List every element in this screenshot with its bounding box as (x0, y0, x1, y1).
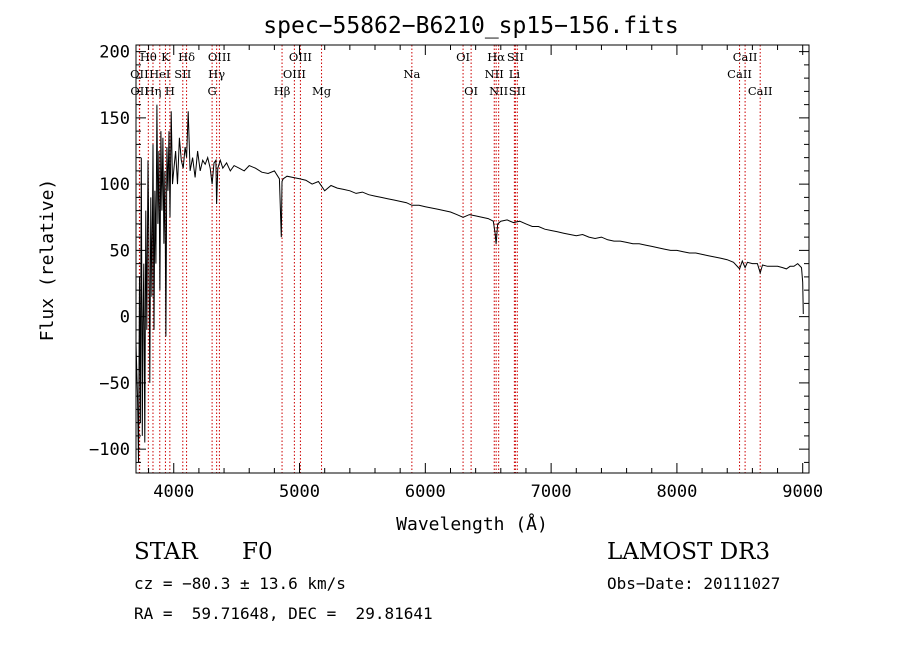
x-axis-label: Wavelength (Å) (396, 513, 548, 535)
spectral-line-label: Na (403, 67, 420, 81)
spectral-line-label: Hα (487, 50, 505, 64)
obs-date: Obs−Date: 20111027 (607, 574, 781, 593)
object-subclass: F0 (242, 539, 273, 565)
spectral-line-label: OIII (283, 67, 306, 81)
spectrum-series-flux (135, 104, 804, 463)
x-tick-label: 5000 (279, 482, 320, 502)
spectral-line-label: H (165, 84, 175, 98)
y-axis-label: Flux (relative) (37, 179, 58, 342)
redshift-cz: cz = −80.3 ± 13.6 km/s (134, 574, 346, 593)
spectral-line-label: OIII (208, 50, 231, 64)
spectral-line-label: Hθ (140, 50, 157, 64)
spectral-line-label: CaII (727, 67, 752, 81)
spectral-line-label: OII (130, 67, 149, 81)
spectral-line-label: HeI (149, 67, 170, 81)
spectral-line-label: Hβ (274, 84, 291, 98)
spectral-line-label: NII (485, 67, 504, 81)
spectral-line-markers (138, 45, 761, 473)
plot-frame (135, 44, 810, 474)
x-tick-label: 4000 (153, 482, 194, 502)
y-tick-label: 0 (120, 308, 130, 328)
ra-dec: RA = 59.71648, DEC = 29.81641 (134, 604, 433, 623)
x-tick-label: 9000 (782, 482, 823, 502)
spectral-line-label: NII (489, 84, 508, 98)
spectral-line-label: Li (509, 67, 521, 81)
spectral-line-label: CaII (733, 50, 758, 64)
spectral-line-label: SII (509, 84, 526, 98)
y-tick-label: 100 (99, 175, 130, 195)
x-tick-label: 6000 (405, 482, 446, 502)
spectral-line-label: OIII (289, 50, 312, 64)
chart-title: spec−55862−B6210_sp15−156.fits (263, 13, 678, 39)
spectral-line-label: Mg (312, 84, 332, 98)
y-axis: −100 −50 0 50 100 150 200 (89, 43, 809, 463)
spectral-line-label: Hγ (208, 67, 225, 81)
spectral-line-label: SII (174, 67, 191, 81)
spectral-line-label: Hη (145, 84, 162, 98)
y-tick-label: 200 (99, 43, 130, 63)
y-tick-label: 50 (110, 241, 130, 261)
spectral-line-label: Hδ (178, 50, 195, 64)
spectral-line-label: G (208, 84, 217, 98)
y-tick-label: −50 (99, 374, 130, 394)
spectral-line-label: SII (507, 50, 524, 64)
spectral-line-label: OI (464, 84, 478, 98)
object-class: STAR (134, 539, 198, 565)
spectral-line-label: K (161, 50, 170, 64)
survey-name: LAMOST DR3 (607, 539, 771, 565)
x-axis: 4000 5000 6000 7000 8000 9000 (148, 45, 823, 502)
y-tick-label: −100 (89, 440, 130, 460)
spectral-line-label: CaII (748, 84, 773, 98)
x-tick-label: 8000 (656, 482, 697, 502)
y-tick-label: 150 (99, 109, 130, 129)
x-tick-label: 7000 (531, 482, 572, 502)
spectral-line-label: OI (456, 50, 470, 64)
